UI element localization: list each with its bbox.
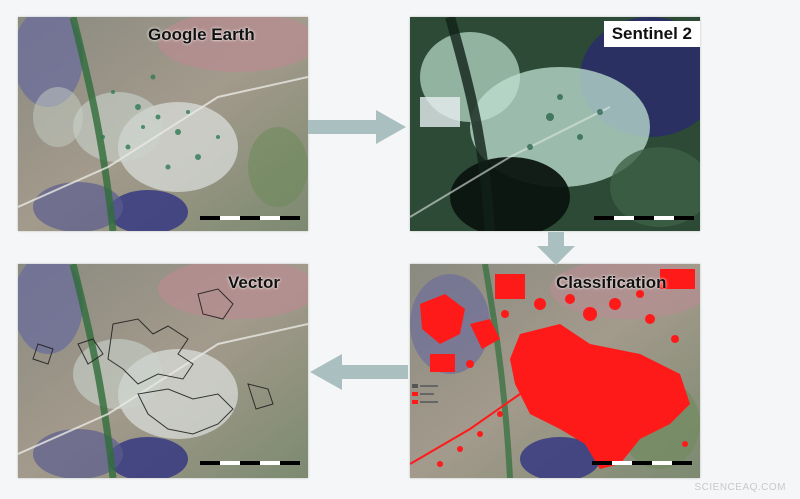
scale-bar: [200, 216, 300, 220]
panel-classification: Classification: [410, 264, 700, 478]
arrow-right-icon: [308, 110, 406, 144]
panel-google-earth: Google Earth: [18, 17, 308, 231]
panel-sentinel-2: Sentinel 2: [410, 17, 700, 231]
arrow-down-icon: [537, 232, 575, 265]
panel-vector: Vector: [18, 264, 308, 478]
scale-bar: [594, 216, 694, 220]
map-legend: [412, 384, 438, 404]
panel-label: Google Earth: [148, 25, 255, 44]
panel-label: Vector: [228, 273, 280, 292]
panel-label: Sentinel 2: [603, 21, 700, 47]
arrow-left-icon: [310, 354, 408, 390]
satellite-image: [18, 264, 308, 478]
satellite-image: [410, 264, 700, 478]
scale-bar: [592, 461, 692, 465]
classified-urban-area: [420, 269, 695, 469]
panel-label: Classification: [556, 273, 667, 292]
satellite-image: [410, 17, 700, 231]
watermark: SCIENCEAQ.COM: [694, 482, 786, 493]
satellite-image: [18, 17, 308, 231]
scale-bar: [200, 461, 300, 465]
